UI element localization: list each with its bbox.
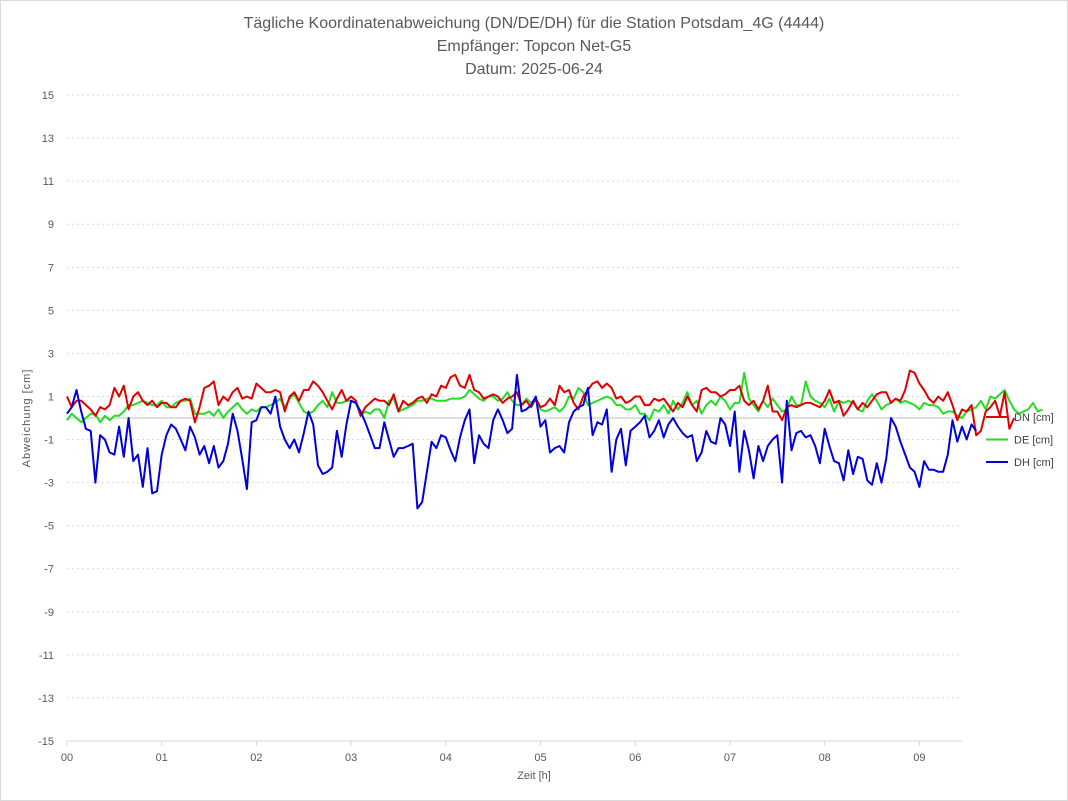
y-tick-label: 11: [43, 176, 54, 188]
y-axis-title: Abweichung [cm]: [21, 369, 33, 468]
x-axis-title: Zeit [h]: [517, 770, 551, 782]
x-tick-label: 02: [250, 752, 262, 764]
x-tick-label: 07: [724, 752, 736, 764]
y-tick-label: -15: [38, 736, 54, 748]
plot-series: [66, 369, 1043, 510]
series-line-dn: [66, 369, 1016, 437]
x-tick-label: 01: [156, 752, 168, 764]
x-tick-label: 03: [345, 752, 357, 764]
series-line-de: [66, 371, 1043, 424]
y-tick-label: 3: [48, 348, 54, 360]
x-tick-label: 00: [61, 752, 73, 764]
y-tick-label: 15: [42, 90, 54, 102]
x-axis-ticks: 00 01 02 03 04 05 06 07 08 09: [61, 741, 926, 764]
y-tick-label: 1: [48, 392, 54, 404]
y-tick-label: -11: [39, 650, 54, 662]
y-tick-label: -7: [44, 564, 54, 576]
gridlines: [67, 94, 962, 742]
y-tick-label: 5: [48, 305, 54, 317]
y-tick-label: 7: [48, 262, 54, 274]
x-tick-label: 05: [534, 752, 546, 764]
y-axis-ticks: 15 13 11 9 7 5 3 1 -1 -3 -5 -7 -9 -11 -13 -15: [38, 90, 54, 748]
legend-label: DH [cm]: [1014, 457, 1054, 469]
legend-label: DE [cm]: [1014, 435, 1053, 447]
y-tick-label: -5: [44, 521, 54, 533]
y-tick-label: 9: [48, 219, 54, 231]
legend: DN [cm] DE [cm] DH [cm]: [986, 412, 1054, 469]
legend-label: DN [cm]: [1014, 412, 1054, 424]
chart-date: Datum: 2025-06-24: [465, 61, 603, 78]
chart-title: Tägliche Koordinatenabweichung (DN/DE/DH…: [244, 15, 825, 32]
x-tick-label: 09: [913, 752, 925, 764]
y-tick-label: -3: [44, 478, 54, 490]
y-tick-label: -9: [44, 607, 54, 619]
x-tick-label: 08: [819, 752, 831, 764]
x-tick-label: 04: [440, 752, 452, 764]
x-tick-label: 06: [629, 752, 641, 764]
y-tick-label: -13: [38, 693, 54, 705]
chart-subtitle: Empfänger: Topcon Net-G5: [437, 38, 632, 55]
y-tick-label: 13: [42, 133, 54, 145]
series-line-dh: [66, 373, 978, 510]
y-tick-label: -1: [44, 435, 54, 447]
